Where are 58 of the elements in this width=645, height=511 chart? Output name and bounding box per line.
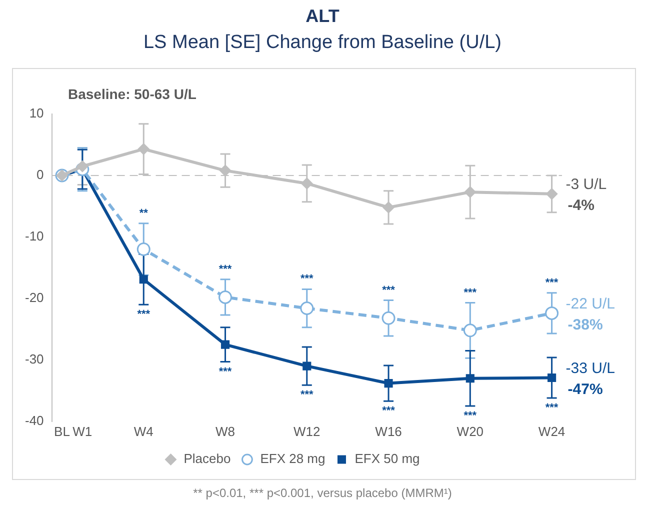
annotation: -38% bbox=[568, 316, 603, 334]
point bbox=[136, 242, 150, 256]
point bbox=[382, 311, 396, 325]
legend-label: EFX 28 mg bbox=[260, 451, 326, 466]
annotation: -3 U/L bbox=[566, 176, 607, 194]
point bbox=[548, 373, 556, 382]
x-tick-label: W4 bbox=[134, 424, 154, 439]
point bbox=[464, 186, 476, 198]
y-tick-label: -40 bbox=[24, 412, 44, 428]
legend-label: EFX 50 mg bbox=[354, 451, 420, 466]
y-tick-label: 10 bbox=[29, 106, 44, 121]
point bbox=[218, 290, 232, 304]
point bbox=[220, 164, 232, 176]
point bbox=[138, 143, 150, 155]
annotation: *** bbox=[300, 273, 314, 286]
annotation: *** bbox=[545, 276, 559, 289]
annotation: *** bbox=[300, 389, 314, 402]
legend-label: Placebo bbox=[184, 451, 231, 466]
text: Baseline: 50-63 U/L bbox=[68, 86, 196, 102]
point bbox=[382, 202, 394, 214]
chart-title: ALT bbox=[304, 6, 340, 27]
annotation: *** bbox=[137, 308, 151, 321]
point bbox=[545, 306, 559, 320]
annotation: *** bbox=[218, 263, 232, 276]
point bbox=[220, 340, 230, 349]
x-tick-label: W24 bbox=[538, 424, 566, 439]
point bbox=[301, 178, 313, 190]
x-tick-label: BL bbox=[54, 424, 70, 439]
point bbox=[139, 275, 148, 284]
chart-subtitle: LS Mean [SE] Change from Baseline (U/L) bbox=[142, 32, 502, 54]
point bbox=[466, 374, 474, 383]
annotation: *** bbox=[382, 284, 396, 296]
x-tick-label: W20 bbox=[456, 424, 484, 439]
point bbox=[384, 378, 393, 388]
y-tick-label: 0 bbox=[36, 167, 44, 182]
annotation: ** bbox=[139, 207, 149, 220]
point bbox=[463, 324, 477, 338]
point bbox=[302, 362, 312, 370]
text: ** p<0.01, *** p<0.001, versus placebo (MMRM¹) bbox=[192, 486, 453, 500]
annotation: -33 U/L bbox=[566, 360, 615, 377]
annotation: *** bbox=[382, 405, 396, 418]
point bbox=[546, 188, 558, 200]
point bbox=[76, 160, 88, 172]
y-tick-label: -20 bbox=[24, 290, 44, 306]
annotation: *** bbox=[545, 402, 559, 414]
annotation: -4% bbox=[568, 197, 594, 214]
x-tick-label: W8 bbox=[216, 424, 236, 439]
x-tick-label: W12 bbox=[294, 424, 320, 439]
x-tick-label: W16 bbox=[375, 424, 402, 439]
annotation: *** bbox=[218, 366, 232, 378]
annotation: *** bbox=[464, 410, 478, 422]
annotation: -22 U/L bbox=[566, 295, 615, 312]
annotation: *** bbox=[464, 286, 478, 299]
y-tick-label: -10 bbox=[24, 228, 44, 244]
y-tick-label: -30 bbox=[24, 352, 44, 366]
point bbox=[300, 302, 314, 316]
annotation: -47% bbox=[568, 380, 603, 398]
x-tick-label: W1 bbox=[72, 424, 92, 439]
